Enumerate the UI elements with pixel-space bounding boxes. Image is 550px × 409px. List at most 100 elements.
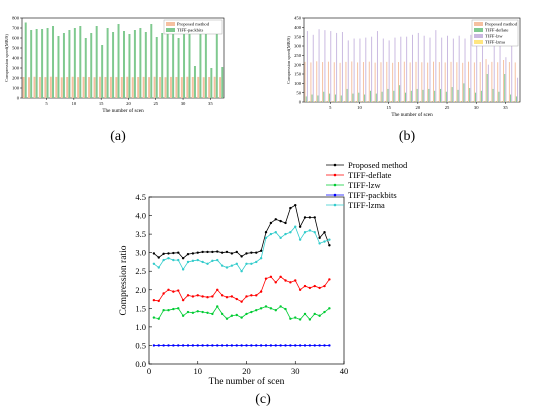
- bar-tiff-packbits: [150, 24, 153, 98]
- bar-tiff-lzw: [382, 38, 384, 102]
- point-tiff-lzma: [264, 236, 268, 240]
- point-tiff-lzw: [294, 316, 297, 319]
- bar-proposed-method: [164, 77, 167, 98]
- point-tiff-deflate: [211, 295, 214, 298]
- bar-tiff-lzma: [448, 101, 450, 102]
- bar-proposed-method: [38, 77, 41, 98]
- x-tick-label: 30: [291, 366, 300, 376]
- bar-tiff-lzma: [372, 101, 374, 102]
- point-tiff-lzma: [206, 262, 209, 265]
- bar-proposed-method: [109, 76, 112, 98]
- point-tiff-packbits: [318, 344, 321, 347]
- bar-proposed-method: [380, 62, 382, 102]
- point-tiff-deflate: [308, 286, 312, 290]
- x-tick-label: 5: [45, 101, 48, 106]
- bar-tiff-packbits: [221, 67, 224, 98]
- bar-tiff-lzma: [424, 101, 426, 102]
- point-tiff-lzw: [211, 312, 214, 316]
- bar-proposed-method: [415, 61, 417, 102]
- legend-label: TIFF-lzma: [485, 40, 505, 45]
- bar-tiff-lzw: [365, 37, 367, 102]
- point-tiff-deflate: [235, 297, 238, 301]
- bar-proposed-method: [514, 62, 516, 102]
- point-proposed-method: [245, 252, 248, 255]
- bar-tiff-packbits: [101, 45, 104, 98]
- bar-proposed-method: [491, 61, 493, 102]
- point-tiff-lzw: [245, 312, 248, 316]
- legend-label: TIFF-lzma: [348, 200, 385, 210]
- point-proposed-method: [157, 256, 160, 259]
- point-tiff-deflate: [157, 299, 160, 303]
- y-tick-label: 250: [294, 53, 302, 58]
- point-tiff-packbits: [206, 344, 209, 347]
- point-proposed-method: [186, 252, 190, 256]
- bar-tiff-deflate: [504, 74, 506, 102]
- point-tiff-lzma: [323, 240, 326, 243]
- point-tiff-lzw: [172, 307, 175, 311]
- bar-tiff-lzma: [354, 101, 356, 102]
- point-proposed-method: [196, 251, 199, 254]
- point-tiff-deflate: [298, 288, 302, 291]
- point-tiff-packbits: [167, 344, 170, 347]
- point-tiff-lzw: [303, 312, 307, 316]
- point-tiff-packbits: [230, 344, 234, 347]
- bar-tiff-lzma: [395, 101, 397, 102]
- bar-tiff-packbits: [41, 29, 44, 98]
- bar-tiff-deflate: [480, 90, 482, 102]
- point-tiff-packbits: [162, 344, 165, 347]
- bar-proposed-method: [433, 61, 434, 102]
- bar-tiff-lzma: [518, 101, 520, 102]
- bar-tiff-packbits: [52, 26, 55, 98]
- point-tiff-packbits: [181, 344, 185, 347]
- bar-proposed-method: [93, 77, 96, 98]
- point-tiff-packbits: [211, 344, 214, 347]
- bar-tiff-packbits: [68, 30, 71, 98]
- bar-tiff-deflate: [469, 88, 471, 102]
- bar-tiff-lzma: [319, 101, 321, 102]
- point-tiff-deflate: [225, 296, 229, 299]
- legend-label: TIFF-packbits: [177, 28, 203, 33]
- bar-tiff-lzma: [337, 101, 339, 102]
- bar-tiff-lzw: [423, 35, 425, 103]
- x-tick-label: 15: [386, 105, 391, 110]
- point-tiff-packbits: [235, 344, 238, 347]
- point-tiff-lzma: [240, 270, 243, 273]
- bar-tiff-packbits: [57, 36, 60, 98]
- bar-tiff-deflate: [475, 92, 477, 102]
- point-tiff-deflate: [318, 286, 321, 290]
- legend-label: Proposed method: [177, 22, 210, 27]
- legend-marker: [333, 183, 337, 187]
- legend-swatch: [166, 22, 175, 26]
- bar-proposed-method: [473, 62, 475, 102]
- point-tiff-lzw: [269, 307, 273, 310]
- bar-tiff-packbits: [166, 26, 169, 98]
- point-tiff-lzw: [279, 305, 282, 308]
- legend-swatch: [474, 22, 483, 26]
- bar-proposed-method: [322, 62, 324, 102]
- point-tiff-lzma: [303, 231, 307, 234]
- point-tiff-lzma: [259, 257, 263, 260]
- point-tiff-lzma: [216, 258, 219, 262]
- y-axis-title: Compression speed(MB/S): [4, 34, 9, 82]
- y-tick-label: 350: [294, 34, 302, 39]
- y-tick-label: 300: [12, 66, 20, 71]
- legend-label: Proposed method: [485, 22, 518, 27]
- bar-tiff-lzma: [506, 101, 508, 102]
- bar-proposed-method: [82, 76, 85, 98]
- bar-tiff-deflate: [340, 95, 342, 102]
- bar-proposed-method: [421, 62, 423, 102]
- y-tick-label: 0: [17, 96, 20, 101]
- bar-proposed-method: [468, 61, 470, 102]
- bar-tiff-deflate: [492, 88, 494, 102]
- point-tiff-lzw: [313, 312, 316, 316]
- point-proposed-method: [152, 252, 156, 255]
- y-tick-label: 200: [294, 62, 302, 67]
- bar-tiff-packbits: [30, 30, 33, 98]
- bar-tiff-lzma: [378, 101, 380, 102]
- point-tiff-packbits: [255, 344, 258, 347]
- bar-proposed-method: [208, 77, 211, 98]
- point-tiff-packbits: [186, 344, 190, 347]
- bar-tiff-lzma: [471, 101, 473, 102]
- point-tiff-packbits: [240, 344, 243, 347]
- x-tick-label: 10: [72, 101, 77, 106]
